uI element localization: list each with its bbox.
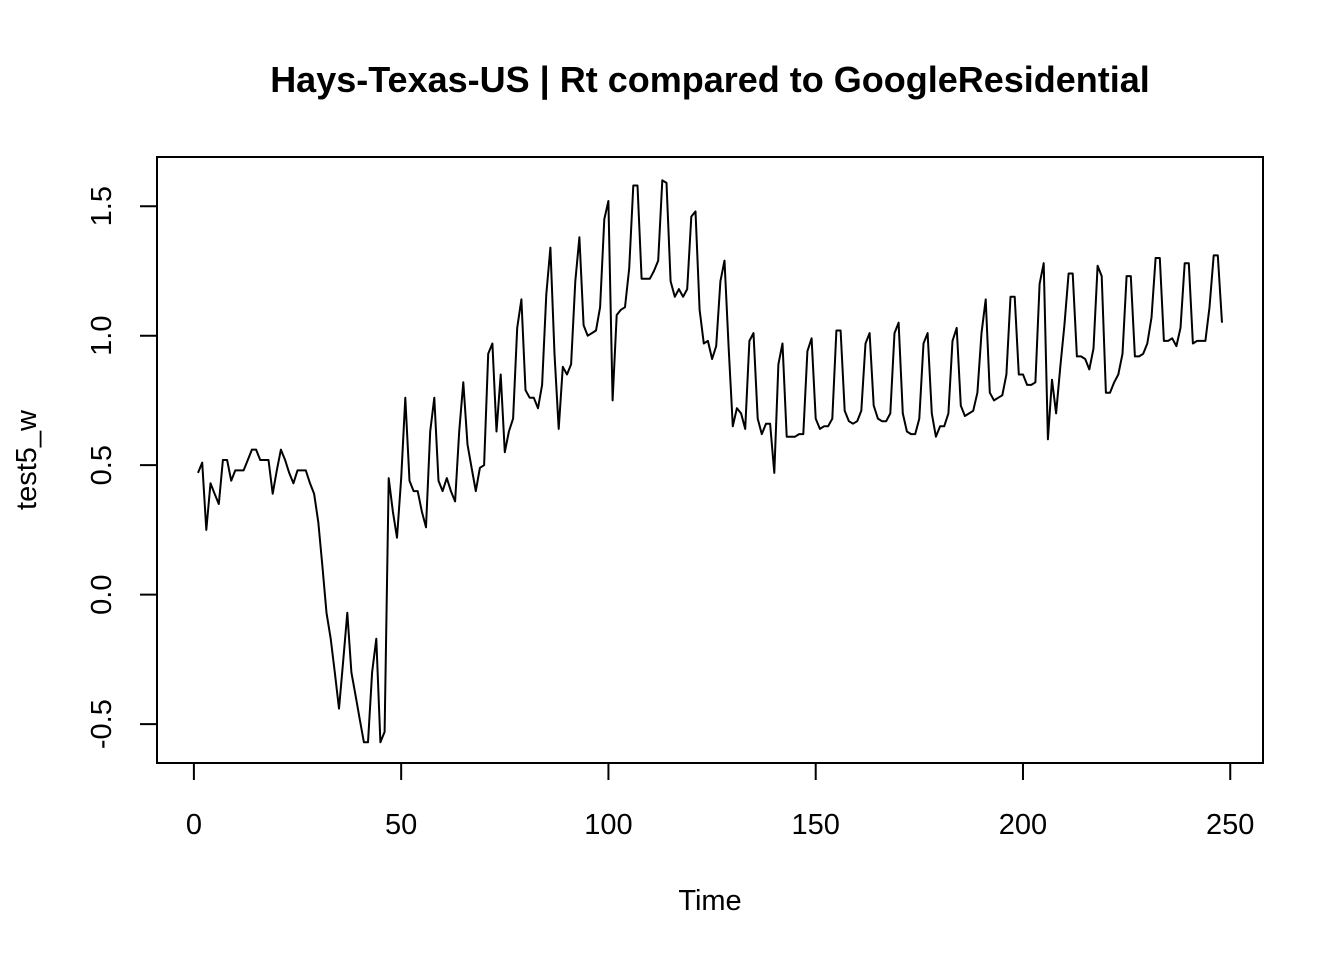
plot-frame bbox=[156, 156, 1264, 764]
chart-title: Hays-Texas-US | Rt compared to GoogleRes… bbox=[270, 59, 1150, 101]
y-tick-label: 0.5 bbox=[86, 445, 118, 485]
x-tick-label: 50 bbox=[385, 809, 417, 841]
x-tick-label: 200 bbox=[999, 809, 1047, 841]
x-axis-label: Time bbox=[678, 885, 741, 917]
y-axis: -0.5 0.0 0.5 1.0 1.5 bbox=[86, 186, 158, 749]
y-axis-label: test5_w bbox=[11, 409, 43, 510]
x-axis: 0 50 100 150 200 250 bbox=[186, 762, 1254, 841]
y-tick-label: 1.5 bbox=[86, 186, 118, 226]
series-line bbox=[197, 179, 1223, 744]
y-tick-label: 1.0 bbox=[86, 316, 118, 356]
y-tick-label: 0.0 bbox=[86, 575, 118, 615]
x-tick-label: 250 bbox=[1206, 809, 1254, 841]
x-tick-label: 150 bbox=[792, 809, 840, 841]
x-tick-label: 100 bbox=[584, 809, 632, 841]
y-tick-label: -0.5 bbox=[86, 699, 118, 749]
x-tick-label: 0 bbox=[186, 809, 202, 841]
